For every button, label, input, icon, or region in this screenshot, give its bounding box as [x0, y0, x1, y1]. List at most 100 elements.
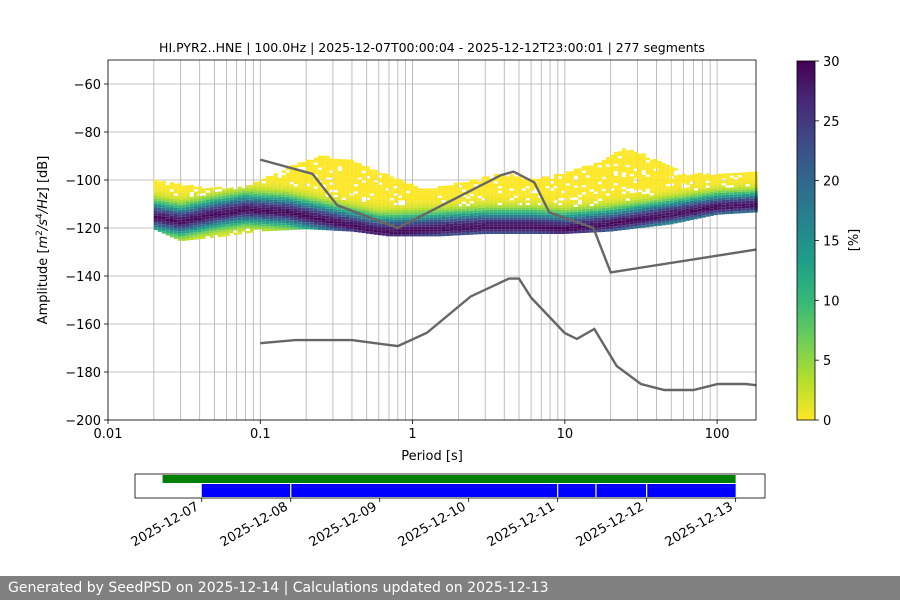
heatmap-cell	[421, 210, 426, 213]
heatmap-cell	[565, 226, 570, 229]
heatmap-cell	[157, 200, 162, 204]
heatmap-cell	[457, 225, 462, 229]
heatmap-cell	[429, 202, 434, 206]
heatmap-cell	[605, 198, 610, 201]
heatmap-cell	[253, 225, 258, 228]
heatmap-cell	[241, 207, 246, 210]
heatmap-cell	[181, 212, 186, 215]
heatmap-cell	[741, 174, 746, 178]
heatmap-cell	[297, 179, 302, 182]
heatmap-cell	[345, 178, 350, 181]
heatmap-cell	[437, 217, 442, 220]
heatmap-cell	[481, 190, 486, 194]
heatmap-cell	[685, 216, 690, 219]
heatmap-cell	[277, 225, 282, 229]
heatmap-cell	[493, 186, 498, 189]
heatmap-cell	[373, 203, 378, 206]
heatmap-cell	[713, 195, 718, 199]
heatmap-cell	[653, 199, 658, 203]
heatmap-cell	[445, 190, 450, 193]
heatmap-cell	[325, 179, 330, 183]
heatmap-cell	[409, 186, 414, 189]
heatmap-cell	[545, 195, 550, 198]
heatmap-cell	[457, 220, 462, 224]
heatmap-cell	[269, 183, 274, 186]
heatmap-cell	[541, 212, 546, 215]
heatmap-cell	[393, 210, 398, 213]
curve-nlnm	[260, 277, 757, 392]
heatmap-cell	[613, 204, 618, 207]
heatmap-cell	[605, 224, 610, 227]
heatmap-cell	[249, 204, 254, 207]
heatmap-cell	[249, 187, 254, 190]
heatmap-cell	[189, 216, 194, 219]
heatmap-cell	[481, 219, 486, 223]
heatmap-cell	[557, 212, 562, 215]
heatmap-cell	[545, 212, 550, 215]
heatmap-cell	[481, 202, 486, 206]
heatmap-cell	[693, 202, 698, 205]
heatmap-cell	[685, 187, 690, 190]
heatmap-cell	[633, 223, 638, 227]
heatmap-cell	[357, 225, 362, 228]
heatmap-cell	[561, 205, 566, 208]
heatmap-cell	[297, 174, 302, 177]
heatmap-cell	[285, 175, 290, 178]
heatmap-cell	[165, 192, 170, 195]
x-tick-label: 0.1	[250, 427, 271, 442]
heatmap-cell	[473, 208, 478, 211]
heatmap-cell	[265, 178, 270, 181]
heatmap-cell	[601, 193, 606, 196]
heatmap-cell	[677, 186, 682, 189]
heatmap-cell	[181, 195, 186, 198]
curve-nhnm	[259, 158, 757, 274]
heatmap-cell	[673, 221, 678, 224]
heatmap-cell	[281, 208, 286, 212]
heatmap-cell	[569, 216, 574, 220]
heatmap-cell	[321, 172, 326, 175]
heatmap-cell	[665, 203, 670, 206]
heatmap-cell	[577, 209, 582, 212]
heatmap-cell	[181, 190, 186, 193]
heatmap-cell	[465, 186, 470, 190]
heatmap-cell	[561, 186, 566, 189]
heatmap-cell	[249, 218, 254, 221]
heatmap-cell	[357, 220, 362, 223]
heatmap-cell	[625, 220, 630, 223]
heatmap-cell	[637, 199, 642, 202]
heatmap-cell	[537, 205, 542, 208]
heatmap-cell	[501, 190, 506, 194]
heatmap-cell	[505, 188, 510, 191]
heatmap-cell	[389, 202, 394, 206]
heatmap-cell	[725, 187, 730, 191]
heatmap-cell	[201, 190, 206, 194]
heatmap-cell	[297, 195, 302, 199]
heatmap-cell	[605, 166, 610, 170]
heatmap-cell	[189, 199, 194, 202]
heatmap-cell	[525, 229, 530, 232]
heatmap-cell	[561, 231, 566, 234]
heatmap-cell	[365, 200, 370, 203]
heatmap-cell	[509, 219, 514, 222]
heatmap-cell	[641, 220, 646, 223]
heatmap-cell	[673, 204, 678, 207]
psd-heatmap	[153, 148, 758, 241]
heatmap-cell	[729, 192, 734, 195]
heatmap-cell	[497, 210, 502, 213]
heatmap-cell	[337, 209, 342, 212]
heatmap-cell	[557, 186, 562, 189]
heatmap-cell	[525, 207, 530, 210]
heatmap-cell	[389, 193, 394, 196]
heatmap-cell	[329, 172, 334, 176]
heatmap-cell	[617, 184, 622, 188]
heatmap-cell	[445, 216, 450, 220]
heatmap-cell	[309, 219, 314, 223]
heatmap-cell	[541, 195, 546, 198]
heatmap-cell	[329, 175, 334, 178]
heatmap-cell	[345, 190, 350, 193]
heatmap-cell	[165, 204, 170, 207]
y-axis-label: Amplitude [m2/s4/Hz] [dB]	[35, 156, 51, 325]
heatmap-cell	[573, 173, 578, 176]
heatmap-cell	[741, 186, 746, 190]
heatmap-cell	[557, 219, 562, 222]
